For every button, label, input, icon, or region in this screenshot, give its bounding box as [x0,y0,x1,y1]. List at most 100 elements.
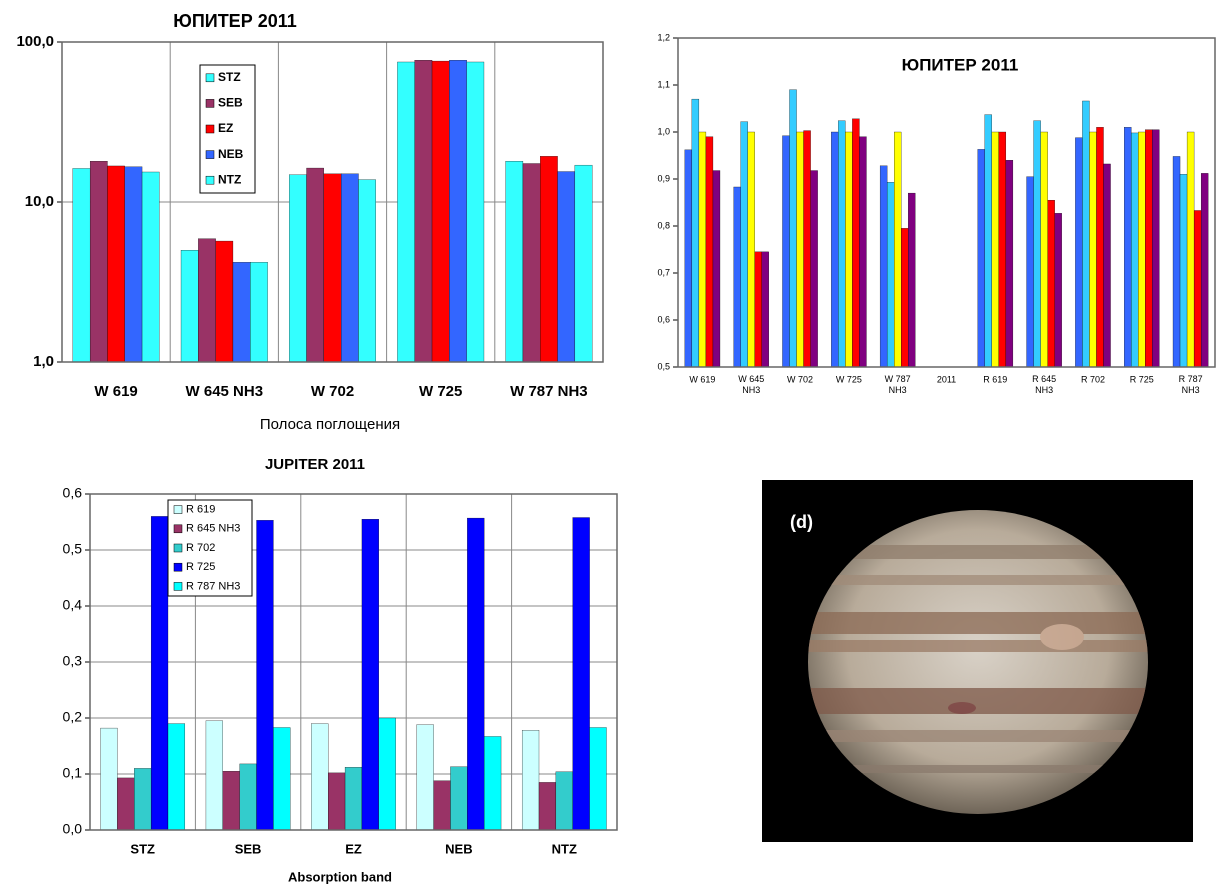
x-tick-label: STZ [130,841,155,856]
x-tick-label: NTZ [552,841,577,856]
bar [558,172,575,362]
x-tick-label: W 787 NH3 [510,383,588,400]
x-tick-label: W 702 [311,383,354,400]
y-tick-label: 0,4 [63,597,83,613]
bar [880,166,887,367]
bar [992,132,999,367]
legend-swatch [174,506,182,514]
x-axis-label: Полоса поглощения [260,416,400,433]
bar [181,250,198,362]
legend-label: R 787 NH3 [186,580,240,592]
bar [1075,138,1082,367]
bar [575,165,592,362]
figure: (a)1,010,0100,0W 619W 645 NH3W 702W 725W… [0,0,1218,886]
y-tick-label: 0,9 [657,173,670,183]
bar [233,262,250,362]
bar [307,168,324,362]
legend-label: R 619 [186,504,215,516]
bar [379,718,396,830]
bar [328,773,345,830]
bar [1089,132,1096,367]
y-tick-label: 0,5 [657,361,670,371]
bar [713,171,720,367]
legend-label: NEB [218,147,244,161]
bar [685,150,692,367]
bar [894,132,901,367]
bar [522,730,539,830]
bar [540,156,557,362]
legend-swatch [174,582,182,590]
bar [450,767,467,830]
bar [845,132,852,367]
y-tick-label: 1,2 [657,32,670,42]
x-tick-label: W 702 [787,374,813,384]
y-tick-label: 10,0 [25,193,54,210]
bar [741,122,748,367]
bar [755,252,762,367]
bar [1173,156,1180,367]
bar [1201,173,1208,367]
bar [901,228,908,367]
x-tick-label: R 619 [983,374,1007,384]
chart-title: JUPITER 2011 [265,456,365,473]
bar [790,90,797,367]
y-tick-label: 0,6 [63,485,83,501]
bar [415,60,432,362]
jupiter-image [762,480,1193,842]
bar [362,519,379,830]
bar [1187,132,1194,367]
bar [1055,213,1062,367]
legend-label: NTZ [218,172,241,186]
legend-swatch [174,544,182,552]
bar [324,174,341,362]
y-tick-label: 0,2 [63,709,83,725]
bar [590,728,607,830]
y-tick-label: 0,1 [63,765,83,781]
bar [73,168,90,362]
x-tick-label: EZ [345,841,362,856]
bar [206,721,223,830]
bar [240,764,257,830]
bar [831,132,838,367]
x-tick-label: W 725 [419,383,462,400]
x-tick-label: R 725 [1130,374,1154,384]
x-tick-label: 2011 [937,374,956,384]
legend-label: R 702 [186,542,215,554]
x-tick-label: W 725 [836,374,862,384]
bar [107,166,124,362]
bar [1103,164,1110,367]
legend-swatch [206,74,214,82]
bar [417,725,434,830]
bar [216,241,233,362]
bar [142,172,159,362]
bar [311,724,328,830]
bar [1082,101,1089,367]
legend-swatch [206,176,214,184]
bar [250,262,267,362]
bar [1096,127,1103,367]
bar [734,187,741,367]
legend-swatch [206,99,214,107]
bar [978,149,985,367]
bar [1180,174,1187,367]
y-tick-label: 0,6 [657,314,670,324]
bar [432,61,449,362]
y-tick-label: 1,1 [657,79,670,89]
y-tick-label: 0,8 [657,220,670,230]
bar [1131,133,1138,367]
y-tick-label: 0,7 [657,267,670,277]
bar [706,137,713,367]
bar [134,768,151,830]
legend-label: R 645 NH3 [186,523,240,535]
chart-title: ЮПИТЕР 2011 [173,11,297,31]
bar [692,99,699,367]
bar [748,132,755,367]
bar [151,516,168,830]
bar [887,182,894,367]
bar [1194,210,1201,367]
y-tick-label: 0,5 [63,541,83,557]
x-tick-label: R 645NH3 [1032,374,1056,395]
y-tick-label: 0,0 [63,821,83,837]
bar [345,767,362,830]
